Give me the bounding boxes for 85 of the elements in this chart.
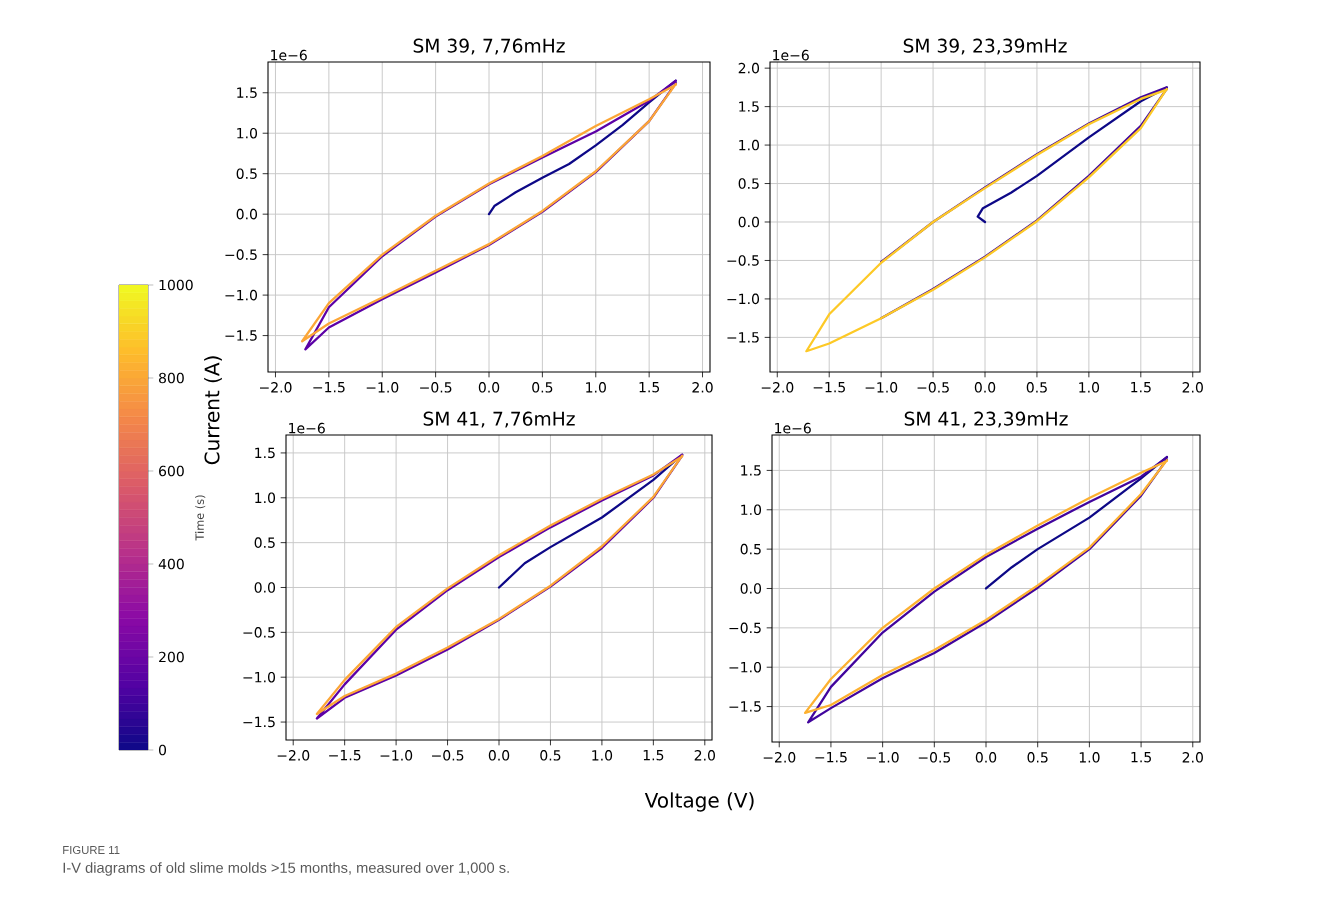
x-tick-label: 0.5: [532, 382, 553, 393]
x-tick-label: 0.5: [1026, 382, 1047, 393]
color-bar-label: 800: [158, 372, 184, 384]
color-bar-title: Time (s): [195, 495, 206, 541]
x-tick-label: −0.5: [917, 382, 949, 393]
x-tick-label: −2.0: [259, 382, 292, 393]
line-series: [805, 87, 1168, 353]
y-tick-label: 1.0: [255, 492, 276, 504]
text: 1e−6: [775, 422, 811, 434]
y-tick-label: −0.5: [225, 249, 257, 260]
y-tick-label: −0.5: [729, 622, 761, 634]
x-tick-label: 1.0: [1079, 752, 1100, 763]
y-tick-label: −1.5: [729, 701, 761, 712]
y-tick-label: 0.5: [254, 537, 275, 548]
text: 1e−6: [271, 49, 307, 61]
x-tick-label: 0.5: [1027, 752, 1048, 763]
x-tick-label: −1.0: [366, 382, 399, 393]
x-tick-label: −0.5: [432, 750, 464, 761]
y-tick-label: 0.5: [740, 543, 761, 555]
y-tick-label: −1.5: [225, 330, 257, 341]
x-tick-label: 0.5: [540, 750, 561, 761]
text: 1e−6: [289, 422, 325, 434]
y-axis-title: Current (A): [204, 356, 222, 465]
caption: FIGURE 11: [63, 845, 120, 854]
color-bar-label: 200: [159, 651, 184, 663]
y-tick-label: 0.0: [740, 583, 762, 594]
color-bar-label: 600: [159, 465, 184, 477]
y-tick-label: 1.5: [739, 101, 759, 112]
y-tick-label: 1.5: [237, 87, 257, 98]
chart-title: SM 41, 7,76mHz: [423, 411, 575, 428]
x-tick-label: 1.0: [592, 750, 613, 761]
y-tick-label: 1.0: [741, 504, 762, 516]
y-tick-label: 0.5: [236, 168, 257, 179]
y-tick-label: 0.0: [738, 216, 760, 228]
y-tick-label: 0.0: [236, 208, 258, 220]
x-tick-label: 1.0: [1079, 382, 1100, 393]
y-tick-label: −1.0: [729, 661, 762, 673]
x-tick-label: 1.5: [643, 750, 664, 761]
y-tick-label: −1.0: [225, 289, 258, 301]
text: 1e−6: [773, 49, 809, 61]
chart-title: SM 39, 23,39mHz: [903, 38, 1067, 55]
x-tick-label: −1.5: [313, 382, 345, 393]
x-tick-label: 2.0: [1182, 752, 1203, 763]
x-tick-label: −0.5: [918, 752, 951, 763]
y-tick-label: −1.0: [243, 671, 276, 683]
x-tick-label: −1.0: [380, 750, 413, 761]
color-bar-label: 0: [158, 744, 167, 756]
y-tick-label: −1.5: [727, 332, 759, 343]
y-tick-label: 1.5: [255, 447, 275, 459]
x-tick-label: 1.5: [639, 382, 660, 393]
x-tick-label: −1.5: [815, 752, 847, 763]
x-tick-label: −1.5: [329, 750, 361, 761]
x-tick-label: 1.5: [1131, 752, 1151, 763]
x-axis-title: Voltage (V): [644, 792, 754, 812]
text: I-V diagrams of old slime molds >15 months, measured over 1,000 s.: [63, 862, 509, 876]
x-tick-label: −2.0: [277, 750, 310, 761]
y-tick-label: −1.0: [727, 293, 760, 305]
x-tick-label: −1.0: [865, 382, 898, 393]
color-bar-label: 1000: [159, 279, 193, 291]
x-tick-label: −1.0: [867, 752, 899, 763]
y-tick-label: 0.5: [738, 178, 759, 189]
y-tick-label: 1.5: [741, 465, 761, 476]
x-tick-label: 2.0: [1182, 382, 1203, 393]
color-bar-label: 400: [158, 558, 184, 570]
x-tick-label: 1.5: [1131, 382, 1151, 393]
y-tick-label: 1.0: [237, 127, 258, 139]
y-tick-label: −0.5: [727, 255, 759, 266]
x-tick-label: 1.0: [586, 382, 606, 393]
y-tick-label: −0.5: [243, 627, 275, 638]
x-tick-label: −2.0: [763, 752, 796, 763]
x-tick-label: 2.0: [692, 382, 713, 393]
x-tick-label: 2.0: [694, 750, 715, 761]
y-tick-label: 2.0: [738, 62, 760, 74]
x-tick-label: 0.0: [488, 750, 510, 761]
x-tick-label: −2.0: [761, 382, 794, 393]
y-tick-label: 1.0: [739, 139, 760, 151]
chart-title: SM 41, 23,39mHz: [904, 411, 1068, 428]
x-tick-label: 0.0: [478, 382, 500, 393]
y-tick-label: −1.5: [243, 716, 275, 728]
x-tick-label: 0.0: [974, 382, 996, 393]
chart-title: SM 39, 7,76mHz: [413, 38, 565, 55]
x-tick-label: −0.5: [420, 382, 452, 393]
x-tick-label: −1.5: [813, 382, 845, 393]
y-tick-label: 0.0: [254, 582, 276, 593]
x-tick-label: 0.0: [975, 752, 997, 763]
